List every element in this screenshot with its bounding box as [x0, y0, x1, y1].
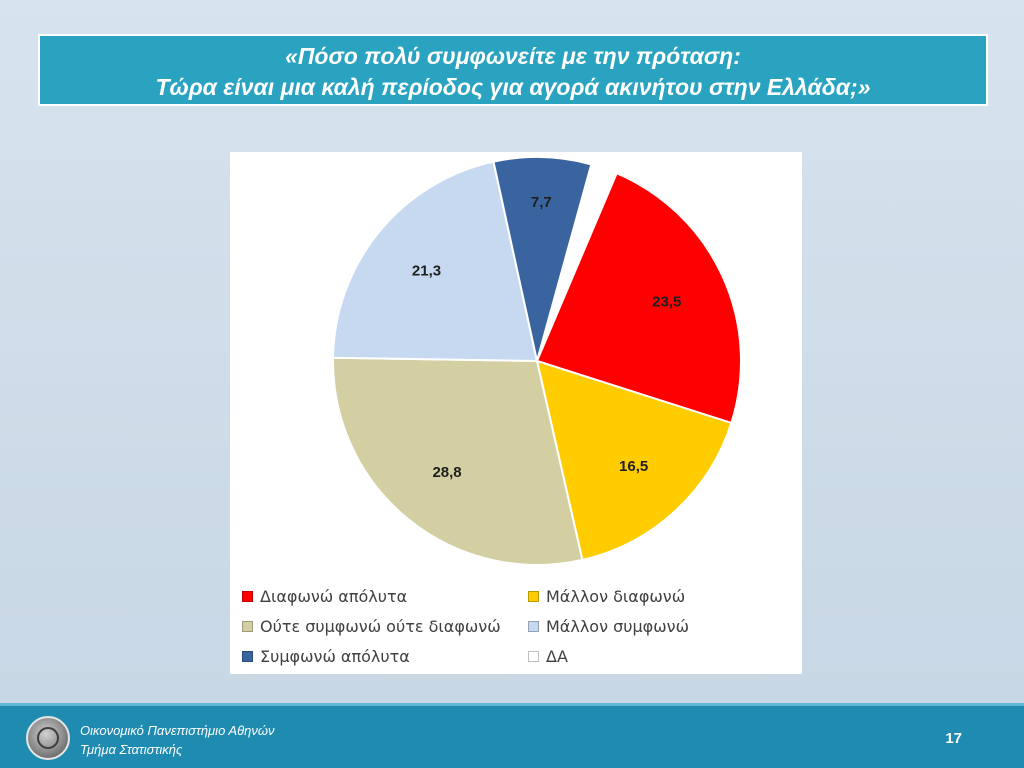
legend-label: Μάλλον συμφωνώ: [546, 616, 689, 636]
legend-item-0: Διαφωνώ απόλυτα: [242, 584, 528, 608]
data-label-2: 28,8: [432, 464, 461, 481]
legend-item-4: Συμφωνώ απόλυτα: [242, 644, 528, 668]
legend-label: Διαφωνώ απόλυτα: [260, 586, 408, 606]
pie-slice-5: [540, 152, 623, 349]
legend-label: Μάλλον διαφωνώ: [546, 586, 686, 606]
legend-swatch: [528, 590, 539, 602]
legend-swatch: [242, 650, 253, 662]
pie-slice-1: [535, 359, 733, 562]
legend-item-3: Μάλλον συμφωνώ: [528, 614, 798, 638]
legend-swatch: [528, 650, 539, 662]
footer-text: Οικονομικό Πανεπιστήμιο Αθηνών Τμήμα Στα…: [80, 721, 275, 759]
legend-label: Συμφωνώ απόλυτα: [260, 646, 410, 666]
pie-slice-2: [332, 356, 584, 566]
legend-item-5: ΔΑ: [528, 644, 798, 668]
page-number: 17: [945, 730, 962, 747]
pie-slice-0: [535, 171, 742, 425]
footer-bar: Οικονομικό Πανεπιστήμιο Αθηνών Τμήμα Στα…: [0, 703, 1024, 768]
legend-item-1: Μάλλον διαφωνώ: [528, 584, 798, 608]
pie-chart-panel: 23,516,528,821,37,72,1 Διαφωνώ απόλυταΜά…: [230, 152, 802, 674]
pie-slice-4: [492, 156, 593, 362]
data-label-0: 23,5: [652, 293, 681, 310]
pie-slice-3: [332, 160, 539, 363]
legend-label: Ούτε συμφωνώ ούτε διαφωνώ: [260, 616, 501, 636]
legend-label: ΔΑ: [546, 646, 568, 666]
data-label-1: 16,5: [619, 458, 648, 475]
legend-item-2: Ούτε συμφωνώ ούτε διαφωνώ: [242, 614, 528, 638]
university-seal-icon: [26, 716, 70, 760]
chart-legend: Διαφωνώ απόλυτα Μάλλον διαφωνώ Ούτε συμφων…: [242, 584, 798, 668]
legend-swatch: [528, 620, 539, 632]
institution-name: Οικονομικό Πανεπιστήμιο Αθηνών: [80, 723, 275, 738]
slide-title-line-1: «Πόσο πολύ συμφωνείτε με την πρόταση:: [285, 43, 741, 69]
legend-swatch: [242, 620, 253, 632]
department-name: Τμήμα Στατιστικής: [80, 742, 183, 757]
data-label-3: 21,3: [412, 263, 441, 280]
slide-title-line-2: Τώρα είναι μια καλή περίοδος για αγορά α…: [155, 74, 871, 100]
legend-swatch: [242, 590, 253, 602]
slide-title: «Πόσο πολύ συμφωνείτε με την πρόταση: Τώ…: [38, 34, 988, 106]
pie-chart: 23,516,528,821,37,72,1: [332, 152, 742, 566]
data-label-4: 7,7: [531, 194, 552, 211]
